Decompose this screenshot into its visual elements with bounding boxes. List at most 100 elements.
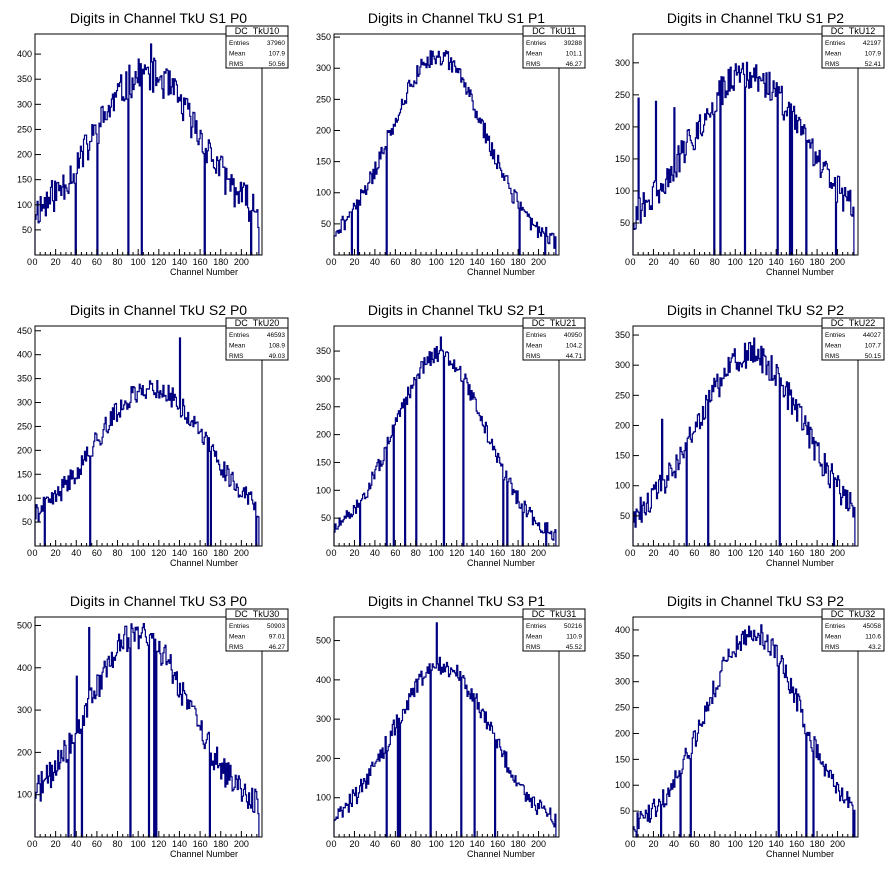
x-tick-label: 20 (349, 257, 359, 267)
y-tick-label: 100 (316, 793, 331, 803)
stats-value: 46593 (267, 332, 285, 339)
histogram-panel: Digits in Channel TkU S2 P2 0 20 40 60 80 100 1… (615, 302, 885, 568)
stats-value: 45058 (863, 623, 881, 630)
x-tick-label: 80 (113, 257, 123, 267)
histogram-series-line (632, 337, 856, 547)
y-tick-label: 300 (615, 677, 630, 687)
y-tick-label: 200 (316, 125, 331, 135)
y-tick-label: 250 (17, 421, 32, 431)
stats-label: Entries (526, 40, 547, 47)
x-tick-label: 160 (490, 548, 505, 558)
chart-title: Digits in Channel TkU S2 P1 (368, 302, 545, 318)
stats-value: 110.9 (566, 634, 582, 641)
y-tick-label: 150 (615, 754, 630, 764)
y-tick-label: 0 (27, 548, 32, 558)
stats-histogram-name: DC_TkU10 (235, 26, 280, 36)
y-tick-label: 150 (615, 154, 630, 164)
y-tick-label: 400 (316, 675, 331, 685)
stats-value: 44027 (863, 332, 881, 339)
y-tick-label: 450 (17, 326, 32, 336)
x-tick-label: 80 (710, 548, 720, 558)
y-tick-label: 300 (17, 705, 32, 715)
x-tick-label: 40 (370, 257, 380, 267)
x-tick-label: 140 (172, 548, 187, 558)
stats-box: DC_TkU12 Entries 42197 Mean 107.9 RMS 52.41 (821, 25, 885, 69)
stats-box-frame (821, 25, 885, 69)
stats-label: Entries (229, 40, 250, 47)
stats-value: 46.27 (269, 644, 286, 651)
stats-value: 42197 (863, 40, 881, 47)
y-tick-label: 300 (615, 360, 630, 370)
y-tick-label: 250 (615, 90, 630, 100)
y-tick-label: 500 (17, 620, 32, 630)
x-tick-label: 40 (370, 839, 380, 849)
y-tick-label: 200 (17, 445, 32, 455)
y-tick-label: 350 (17, 374, 32, 384)
stats-box-frame (225, 25, 289, 69)
x-tick-label: 0 (630, 839, 635, 849)
histogram-series-line (34, 337, 260, 547)
y-tick-label: 50 (620, 218, 630, 228)
x-tick-label: 60 (92, 839, 102, 849)
x-axis-label: Channel Number (170, 267, 238, 277)
stats-box: DC_TkU20 Entries 46593 Mean 108.9 RMS 49.03 (225, 317, 289, 361)
chart-title: Digits in Channel TkU S1 P0 (70, 10, 247, 26)
x-tick-label: 20 (648, 839, 658, 849)
y-tick-label: 200 (615, 420, 630, 430)
x-tick-label: 120 (151, 548, 166, 558)
x-tick-label: 40 (370, 548, 380, 558)
x-axis-label: Channel Number (467, 558, 535, 568)
y-tick-label: 150 (17, 175, 32, 185)
x-tick-label: 60 (390, 839, 400, 849)
stats-label: Entries (526, 332, 547, 339)
stats-histogram-name: DC_TkU31 (532, 609, 577, 619)
y-tick-label: 200 (17, 150, 32, 160)
x-tick-label: 140 (470, 839, 485, 849)
stats-value: 45.52 (566, 644, 583, 651)
chart-title: Digits in Channel TkU S3 P2 (667, 593, 844, 609)
stats-label: Entries (825, 332, 846, 339)
y-tick-label: 150 (316, 457, 331, 467)
x-tick-label: 0 (32, 839, 37, 849)
x-tick-label: 160 (789, 839, 804, 849)
stats-histogram-name: DC_TkU11 (532, 26, 576, 36)
x-tick-label: 20 (349, 839, 359, 849)
x-tick-label: 180 (511, 839, 526, 849)
x-tick-label: 200 (531, 257, 546, 267)
x-tick-label: 180 (213, 257, 228, 267)
x-tick-label: 100 (131, 839, 146, 849)
x-tick-label: 0 (630, 548, 635, 558)
x-tick-label: 100 (728, 839, 743, 849)
y-tick-label: 300 (316, 714, 331, 724)
x-tick-label: 60 (689, 839, 699, 849)
y-tick-label: 0 (625, 839, 630, 849)
stats-value: 50.15 (865, 353, 882, 360)
x-axis-label: Channel Number (170, 849, 238, 859)
x-tick-label: 200 (830, 839, 845, 849)
stats-label: RMS (526, 353, 541, 360)
x-tick-label: 40 (71, 548, 81, 558)
x-tick-label: 120 (748, 548, 763, 558)
y-tick-label: 50 (620, 511, 630, 521)
histogram-series-line (632, 61, 855, 256)
stats-label: Mean (526, 634, 543, 641)
x-tick-label: 80 (710, 257, 720, 267)
stats-label: Mean (825, 634, 842, 641)
stats-value: 43.2 (868, 644, 881, 651)
x-tick-label: 60 (92, 257, 102, 267)
x-axis-label: Channel Number (467, 849, 535, 859)
y-tick-label: 200 (17, 747, 32, 757)
stats-box: DC_TkU22 Entries 44027 Mean 107.7 RMS 50.15 (821, 317, 885, 361)
x-tick-label: 160 (193, 548, 208, 558)
stats-value: 50216 (564, 623, 582, 630)
x-tick-label: 200 (830, 257, 845, 267)
chart-title: Digits in Channel TkU S3 P1 (368, 593, 545, 609)
x-tick-label: 20 (51, 548, 61, 558)
y-tick-label: 200 (316, 753, 331, 763)
y-tick-label: 100 (615, 481, 630, 491)
x-tick-label: 160 (193, 839, 208, 849)
stats-label: Entries (229, 623, 250, 630)
chart-title: Digits in Channel TkU S1 P2 (667, 10, 844, 26)
y-tick-label: 50 (22, 225, 32, 235)
